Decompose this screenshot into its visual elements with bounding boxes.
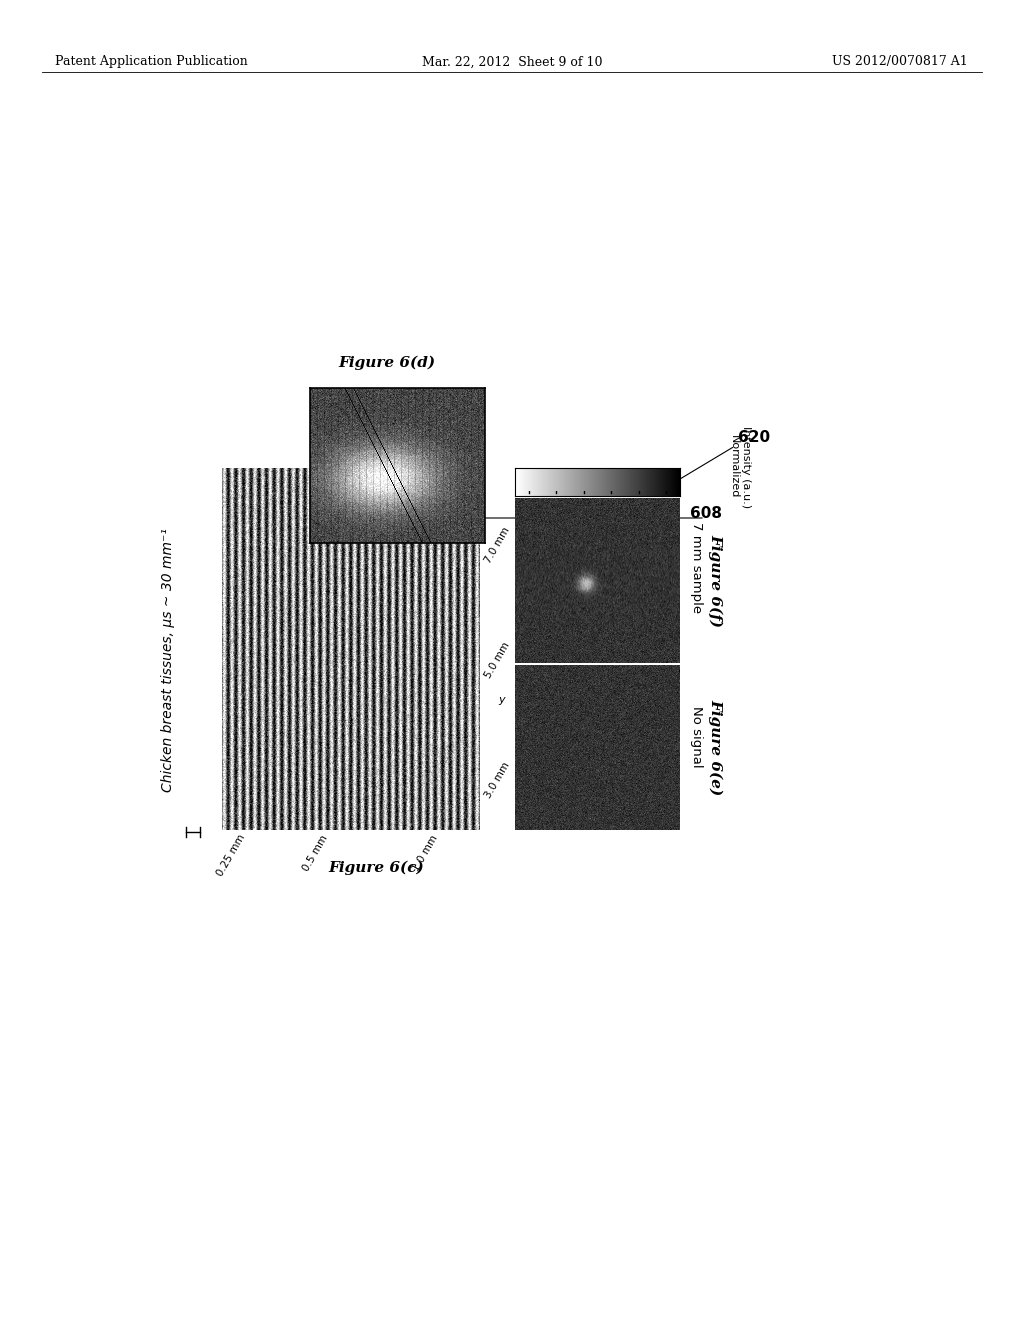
Text: Figure 6(e): Figure 6(e) (708, 698, 722, 795)
Text: Figure 6(c): Figure 6(c) (328, 861, 424, 875)
Text: 608: 608 (690, 506, 722, 521)
Text: 7 mm sample: 7 mm sample (690, 523, 703, 614)
Text: 3.0 mm: 3.0 mm (483, 760, 512, 800)
Text: 0.5 mm: 0.5 mm (301, 833, 330, 873)
Text: No signal: No signal (690, 706, 703, 768)
Text: Patent Application Publication: Patent Application Publication (55, 55, 248, 69)
Text: Intensity (a.u.)
Normalized: Intensity (a.u.) Normalized (729, 426, 751, 508)
Text: US 2012/0070817 A1: US 2012/0070817 A1 (833, 55, 968, 69)
Text: Chicken breast tissues, μs ~ 30 mm⁻¹: Chicken breast tissues, μs ~ 30 mm⁻¹ (161, 528, 175, 792)
Text: 7.0 mm: 7.0 mm (483, 525, 512, 565)
Text: Mar. 22, 2012  Sheet 9 of 10: Mar. 22, 2012 Sheet 9 of 10 (422, 55, 602, 69)
Text: (b): (b) (465, 523, 480, 533)
Text: 620: 620 (738, 430, 770, 446)
Text: 1.0 mm: 1.0 mm (412, 833, 440, 873)
Text: Figure 6(d): Figure 6(d) (339, 355, 435, 370)
Text: 5.0 mm: 5.0 mm (483, 640, 512, 680)
Text: 0.25 mm: 0.25 mm (215, 833, 247, 878)
Text: Figure 6(f): Figure 6(f) (708, 533, 722, 627)
Text: y: y (498, 696, 505, 705)
